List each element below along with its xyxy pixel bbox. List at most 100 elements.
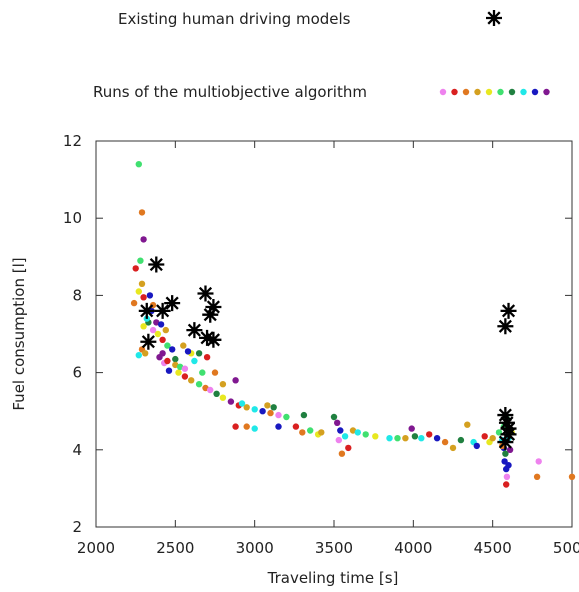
data-point: [275, 423, 282, 430]
data-point: [181, 373, 189, 380]
x-axis-label: Traveling time [s]: [267, 569, 399, 587]
legend-dot: [474, 88, 481, 96]
data-point: [283, 413, 290, 421]
data-point: [267, 409, 274, 417]
data-point: [238, 400, 246, 407]
legend-dot: [485, 88, 493, 96]
human-model-point: [140, 333, 157, 350]
data-point: [299, 429, 306, 436]
x-tick-label: 4000: [394, 539, 432, 557]
data-point: [354, 429, 361, 436]
data-point: [362, 431, 369, 438]
data-point: [503, 473, 511, 480]
data-point: [349, 427, 357, 434]
data-point: [135, 288, 142, 295]
data-point: [219, 394, 227, 401]
data-point: [203, 354, 211, 361]
legend-dot: [451, 88, 458, 96]
data-point: [300, 411, 308, 419]
y-tick-label: 6: [72, 364, 82, 382]
legend-dot: [462, 88, 470, 96]
data-point: [165, 367, 173, 374]
data-point: [140, 294, 147, 301]
y-tick-label: 2: [72, 518, 82, 536]
human-model-point: [497, 434, 514, 451]
y-tick-label: 8: [72, 286, 82, 304]
data-point: [153, 319, 160, 326]
legend-dot: [531, 88, 539, 96]
legend-marker-asterisk-icon: [486, 10, 502, 26]
data-point: [341, 433, 349, 440]
data-point: [137, 257, 144, 264]
data-point: [489, 435, 496, 442]
human-model-point: [202, 306, 219, 323]
human-model-point: [497, 318, 514, 335]
data-point: [408, 425, 415, 432]
data-point: [535, 458, 542, 465]
human-model-point: [199, 329, 216, 346]
data-point: [159, 350, 166, 357]
data-point: [449, 444, 457, 452]
y-tick-label: 10: [63, 209, 82, 227]
data-point: [345, 444, 352, 452]
data-point: [481, 433, 488, 440]
data-point: [159, 336, 166, 343]
data-point: [251, 406, 258, 413]
data-point: [232, 423, 239, 430]
data-point: [318, 429, 325, 436]
data-point: [338, 450, 346, 457]
human-model-point: [500, 302, 517, 319]
data-point: [142, 350, 149, 357]
data-point: [502, 450, 509, 457]
data-point: [135, 161, 142, 168]
legend-label-algorithm-runs: Runs of the multiobjective algorithm: [93, 83, 367, 101]
data-point: [386, 435, 393, 442]
x-tick-label: 3000: [236, 539, 274, 557]
data-point: [334, 419, 341, 426]
data-point: [172, 355, 179, 363]
data-point: [154, 330, 162, 338]
data-point: [184, 348, 192, 355]
data-point: [441, 438, 449, 446]
data-point: [506, 446, 514, 453]
data-point: [149, 326, 157, 334]
human-model-point: [154, 302, 171, 319]
y-tick-label: 4: [72, 441, 82, 459]
legend-dot: [508, 88, 516, 96]
data-point: [251, 425, 258, 432]
data-point: [181, 365, 189, 372]
data-point: [457, 436, 465, 444]
data-point: [176, 363, 184, 370]
data-point: [135, 352, 142, 359]
data-point: [335, 436, 342, 444]
data-point: [146, 292, 154, 299]
legend-marker-dots: [439, 88, 550, 96]
x-tick-label: 5000: [553, 539, 579, 557]
x-tick-label: 4500: [474, 539, 512, 557]
axis-ticks: [96, 141, 572, 527]
data-point: [372, 433, 379, 440]
data-point: [138, 209, 146, 216]
legend-label-human-models: Existing human driving models: [118, 10, 351, 28]
human-model-point: [500, 426, 517, 443]
data-point: [227, 398, 235, 405]
data-point: [219, 381, 227, 388]
data-point: [213, 390, 220, 397]
plot-area: [95, 140, 573, 528]
y-tick-label: 12: [63, 132, 82, 150]
human-model-point: [148, 256, 165, 273]
data-point: [140, 236, 147, 243]
data-point: [402, 435, 409, 442]
data-point: [169, 346, 176, 353]
human-model-point: [205, 298, 222, 315]
data-point: [292, 423, 300, 430]
data-point: [164, 357, 171, 365]
data-point: [533, 473, 541, 480]
data-point: [243, 404, 250, 411]
human-model-point: [205, 331, 222, 348]
data-point: [264, 402, 271, 409]
legend-dot: [497, 88, 504, 96]
legend-asterisk: [486, 10, 502, 26]
data-point: [503, 481, 510, 488]
data-point: [172, 361, 179, 369]
